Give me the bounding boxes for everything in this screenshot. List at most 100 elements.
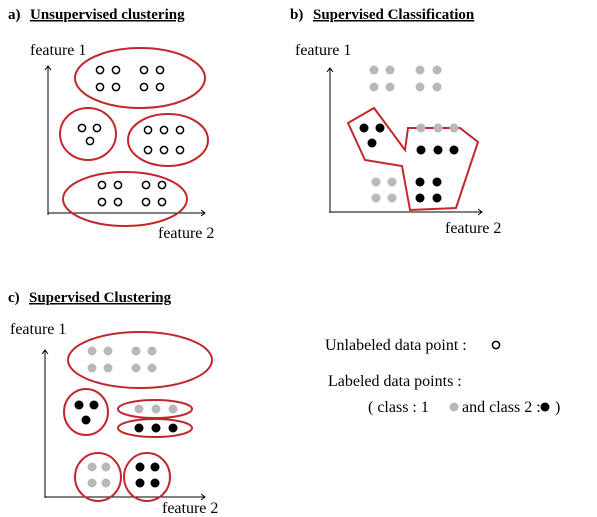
- unlabeled-point: [113, 180, 123, 190]
- class2-point: [432, 177, 442, 187]
- unlabeled-point: [141, 197, 151, 207]
- class2-point: [135, 462, 145, 472]
- y-axis-label: feature 1: [30, 42, 86, 59]
- x-axis-label: feature 2: [445, 220, 501, 237]
- unlabeled-point: [85, 136, 95, 146]
- class1-point: [103, 363, 113, 373]
- unlabeled-point: [143, 125, 153, 135]
- unlabeled-point: [139, 65, 149, 75]
- cluster: [67, 331, 213, 389]
- class2-point: [367, 138, 377, 148]
- panel-title: Unsupervised clustering: [30, 7, 185, 23]
- class2-point: [540, 402, 550, 412]
- x-axis-label: feature 2: [162, 500, 218, 517]
- unlabeled-point: [157, 197, 167, 207]
- panel-title: Supervised Classification: [313, 7, 475, 23]
- cluster: [59, 107, 117, 161]
- cluster: [63, 388, 109, 436]
- unlabeled-point: [95, 65, 105, 75]
- unlabeled-point: [141, 180, 151, 190]
- cluster: [117, 418, 193, 438]
- class2-point: [432, 193, 442, 203]
- y-axis-label: feature 1: [10, 321, 66, 338]
- unlabeled-point: [92, 123, 102, 133]
- class2-point: [89, 400, 99, 410]
- unlabeled-point: [157, 180, 167, 190]
- class1-point: [87, 346, 97, 356]
- class2-point: [375, 123, 385, 133]
- class2-point: [81, 415, 91, 425]
- class1-point: [151, 404, 161, 414]
- class1-point: [134, 404, 144, 414]
- cluster: [123, 452, 171, 502]
- unlabeled-point: [155, 82, 165, 92]
- class2-point: [359, 123, 369, 133]
- panel-label: a): [8, 7, 21, 23]
- class-boundary: [346, 106, 480, 212]
- class2-point: [134, 423, 144, 433]
- unlabeled-point: [159, 145, 169, 155]
- unlabeled-point: [111, 82, 121, 92]
- unlabeled-point: [77, 123, 87, 133]
- class1-point: [432, 65, 442, 75]
- class1-point: [131, 363, 141, 373]
- class1-point: [432, 82, 442, 92]
- class1-point: [371, 177, 381, 187]
- class2-point: [415, 193, 425, 203]
- class2-point: [151, 423, 161, 433]
- class1-point: [449, 402, 459, 412]
- class2-point: [135, 478, 145, 488]
- class1-point: [385, 65, 395, 75]
- class1-point: [433, 123, 443, 133]
- unlabeled-point: [95, 82, 105, 92]
- class1-point: [449, 123, 459, 133]
- cluster: [74, 452, 122, 502]
- unlabeled-point: [159, 125, 169, 135]
- class1-point: [101, 478, 111, 488]
- class1-point: [369, 82, 379, 92]
- unlabeled-point: [139, 82, 149, 92]
- cluster: [127, 113, 209, 167]
- unlabeled-point: [491, 340, 501, 350]
- class2-point: [433, 145, 443, 155]
- cluster: [62, 171, 188, 227]
- class1-point: [385, 82, 395, 92]
- class1-point: [415, 65, 425, 75]
- cluster: [74, 47, 206, 109]
- panel-label: c): [8, 290, 20, 306]
- class1-point: [147, 346, 157, 356]
- class1-point: [371, 193, 381, 203]
- class1-point: [387, 177, 397, 187]
- class2-point: [449, 145, 459, 155]
- legend-close: ): [555, 399, 560, 416]
- class1-point: [103, 346, 113, 356]
- class2-point: [415, 177, 425, 187]
- class1-point: [131, 346, 141, 356]
- unlabeled-point: [111, 65, 121, 75]
- legend-unlabeled: Unlabeled data point :: [325, 337, 467, 354]
- unlabeled-point: [175, 125, 185, 135]
- unlabeled-point: [97, 197, 107, 207]
- class1-point: [101, 462, 111, 472]
- class2-point: [416, 145, 426, 155]
- class1-point: [147, 363, 157, 373]
- class1-point: [369, 65, 379, 75]
- panel-label: b): [290, 7, 303, 23]
- panel-title: Supervised Clustering: [29, 290, 172, 306]
- class1-point: [168, 404, 178, 414]
- x-axis-label: feature 2: [158, 225, 214, 242]
- legend-labeled: Labeled data points :: [328, 373, 462, 390]
- y-axis-label: feature 1: [295, 42, 351, 59]
- class2-point: [150, 478, 160, 488]
- unlabeled-point: [175, 145, 185, 155]
- class1-point: [416, 123, 426, 133]
- legend-class2: and class 2 :: [462, 399, 541, 416]
- class1-point: [87, 363, 97, 373]
- class1-point: [87, 462, 97, 472]
- class1-point: [387, 193, 397, 203]
- legend-class1: ( class : 1: [368, 399, 429, 416]
- unlabeled-point: [97, 180, 107, 190]
- unlabeled-point: [113, 197, 123, 207]
- unlabeled-point: [155, 65, 165, 75]
